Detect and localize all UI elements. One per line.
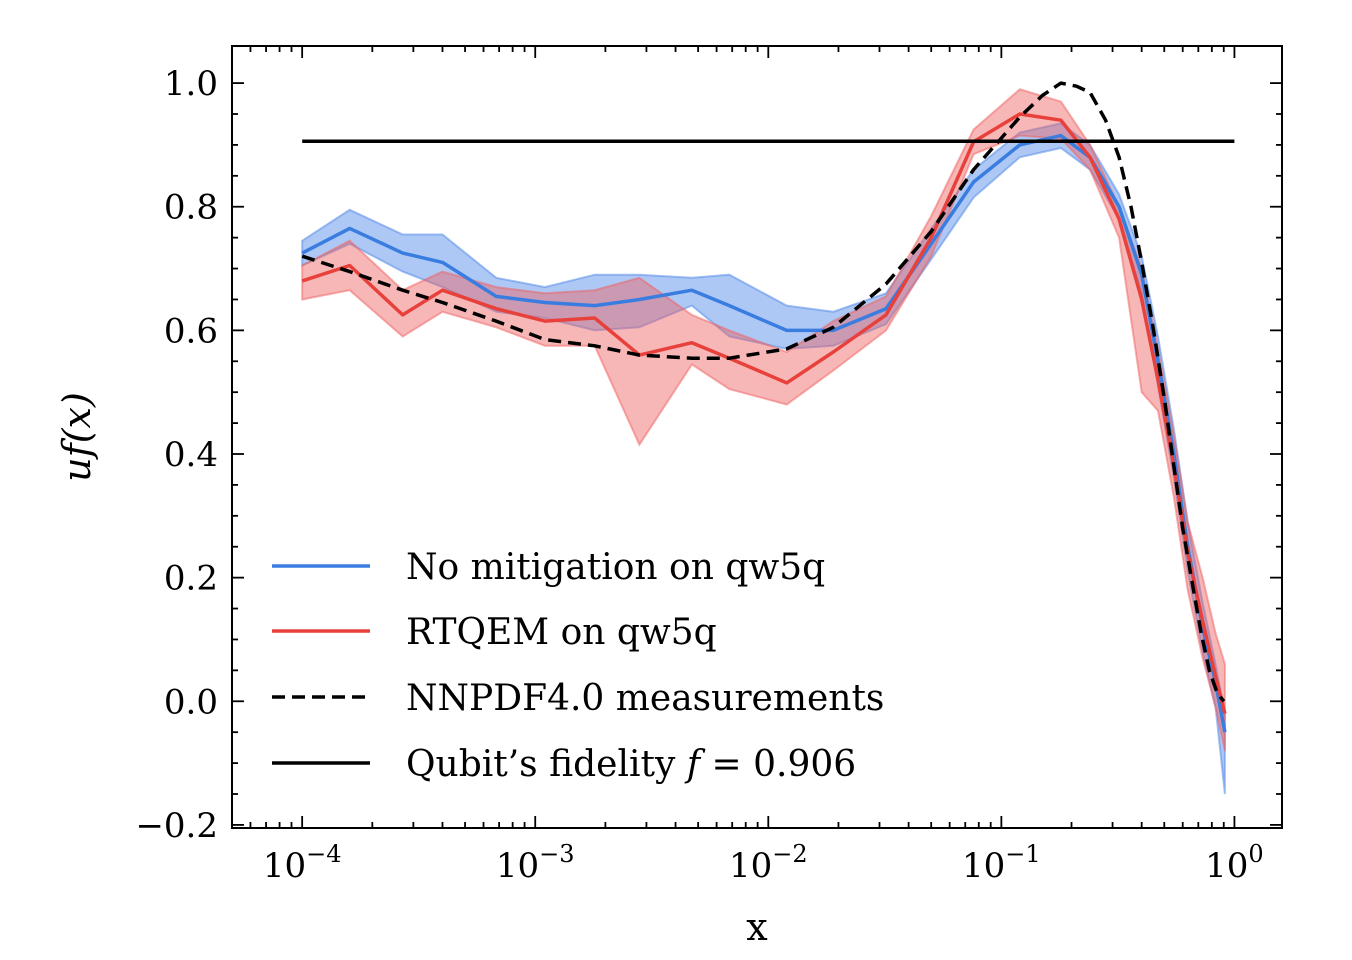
confidence-bands — [301, 88, 1226, 795]
x-tick-label: 10−2 — [729, 840, 808, 886]
legend-label-part: Qubit’s fidelity — [406, 744, 687, 785]
x-tick-label-base: 10 — [962, 846, 1005, 886]
series-line-2 — [301, 81, 1226, 703]
y-axis-label: uf(x) — [55, 392, 99, 482]
legend-label: RTQEM on qw5q — [406, 612, 717, 653]
y-tick-label: 0.0 — [164, 682, 218, 722]
y-tick-label: 0.8 — [164, 188, 218, 228]
x-tick-label: 10−1 — [962, 840, 1041, 886]
y-tick-label: 1.0 — [164, 64, 218, 104]
legend: No mitigation on qw5q RTQEM on qw5q NNPDF4… — [272, 547, 884, 785]
x-tick-label: 10−4 — [263, 840, 342, 886]
y-tick-label: −0.2 — [135, 806, 218, 846]
x-tick-label-exponent: −1 — [1005, 840, 1040, 868]
x-axis-label: x — [746, 905, 767, 949]
x-tick-label-base: 10 — [729, 846, 772, 886]
x-tick-label: 10−3 — [496, 840, 575, 886]
x-tick-label-exponent: −4 — [306, 840, 341, 868]
band-1 — [301, 88, 1226, 751]
y-axis-ticks: −0.2 0.0 0.2 0.4 0.6 0.8 1.0 — [135, 64, 1282, 846]
legend-label: Qubit’s fidelity f = 0.906 — [406, 744, 856, 785]
x-axis-ticks: 10−4 10−3 10−2 10−1 100 — [231, 46, 1264, 886]
y-tick-label: 0.2 — [164, 559, 218, 599]
legend-label-part: = 0.906 — [700, 744, 856, 785]
x-tick-label-base: 10 — [1205, 846, 1248, 886]
x-tick-label-exponent: −2 — [772, 840, 807, 868]
x-tick-label-base: 10 — [263, 846, 306, 886]
x-tick-label-exponent: 0 — [1248, 840, 1263, 868]
x-tick-label-base: 10 — [496, 846, 539, 886]
y-tick-label: 0.4 — [164, 435, 218, 475]
legend-label: NNPDF4.0 measurements — [406, 678, 884, 719]
x-tick-label: 100 — [1205, 840, 1264, 886]
x-tick-label-exponent: −3 — [539, 840, 574, 868]
series-lines — [301, 81, 1235, 733]
legend-label: No mitigation on qw5q — [406, 547, 825, 588]
y-tick-label: 0.6 — [164, 311, 218, 351]
